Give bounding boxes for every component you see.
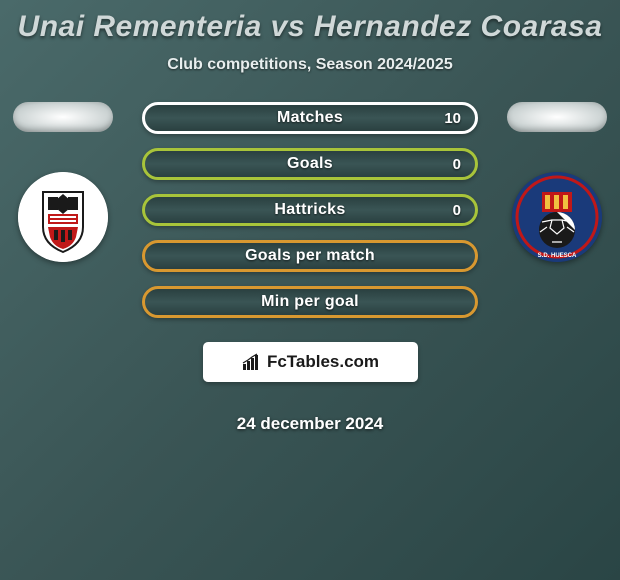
stat-right-value: 0	[453, 156, 461, 173]
stat-bar-matches: Matches 10	[142, 102, 478, 134]
bar-chart-icon	[241, 352, 261, 372]
stat-right-value: 10	[444, 110, 461, 127]
stat-right-value: 0	[453, 202, 461, 219]
stat-label: Matches	[277, 109, 343, 127]
mirandes-crest-icon	[18, 172, 108, 262]
svg-text:S.D. HUESCA: S.D. HUESCA	[538, 253, 577, 259]
player-left-marker	[13, 102, 113, 132]
stat-bar-hattricks: Hattricks 0	[142, 194, 478, 226]
logo-text: FcTables.com	[267, 352, 379, 372]
page-title: Unai Rementeria vs Hernandez Coarasa	[18, 10, 603, 44]
comparison-card: Unai Rementeria vs Hernandez Coarasa Clu…	[0, 0, 620, 444]
huesca-crest-icon: S.D. HUESCA	[512, 172, 602, 262]
stat-label: Hattricks	[274, 201, 345, 219]
main-layout: Matches 10 Goals 0 Hattricks 0 Goals per…	[0, 102, 620, 434]
club-badge-right: S.D. HUESCA	[512, 172, 602, 262]
player-right-column: S.D. HUESCA	[502, 102, 612, 262]
stat-bar-goals: Goals 0	[142, 148, 478, 180]
stat-bar-min-per-goal: Min per goal	[142, 286, 478, 318]
stat-label: Goals per match	[245, 247, 375, 265]
player-left-column	[8, 102, 118, 262]
date-label: 24 december 2024	[237, 414, 384, 434]
club-badge-left	[18, 172, 108, 262]
source-logo[interactable]: FcTables.com	[203, 342, 418, 382]
stat-label: Goals	[287, 155, 333, 173]
player-right-marker	[507, 102, 607, 132]
stats-column: Matches 10 Goals 0 Hattricks 0 Goals per…	[118, 102, 502, 434]
stat-label: Min per goal	[261, 293, 359, 311]
stat-bar-goals-per-match: Goals per match	[142, 240, 478, 272]
subtitle: Club competitions, Season 2024/2025	[167, 56, 452, 74]
